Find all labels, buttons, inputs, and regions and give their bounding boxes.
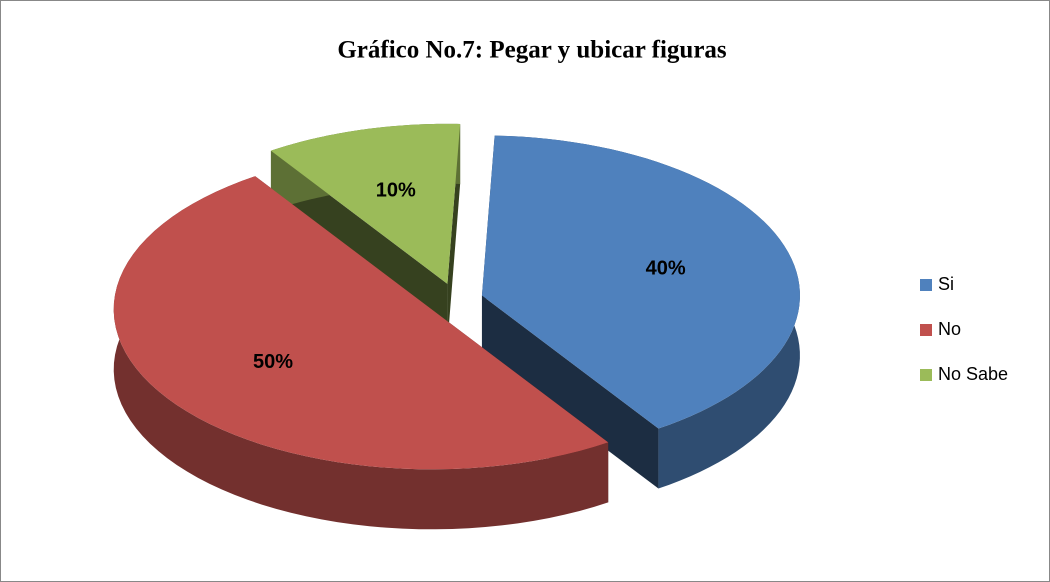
pie-slice bbox=[113, 176, 609, 470]
slice-wall bbox=[481, 295, 659, 489]
legend-label: No bbox=[938, 319, 961, 339]
data-label: 50% bbox=[253, 351, 293, 373]
pie-tops bbox=[113, 123, 800, 470]
legend: Si No No Sabe bbox=[920, 274, 1008, 384]
pie-labels: 40% 50% 10% bbox=[253, 180, 686, 373]
pie-slice bbox=[270, 123, 461, 284]
data-label: 40% bbox=[646, 258, 686, 280]
legend-label: No Sabe bbox=[938, 364, 1008, 384]
chart-title: Gráfico No.7: Pegar y ubicar figuras bbox=[337, 37, 727, 64]
legend-label: Si bbox=[938, 274, 954, 294]
slice-side bbox=[113, 176, 609, 530]
data-label: 10% bbox=[376, 180, 416, 202]
pie-slice bbox=[481, 135, 800, 429]
legend-swatch bbox=[920, 369, 932, 381]
legend-swatch bbox=[920, 324, 932, 336]
legend-swatch bbox=[920, 279, 932, 291]
